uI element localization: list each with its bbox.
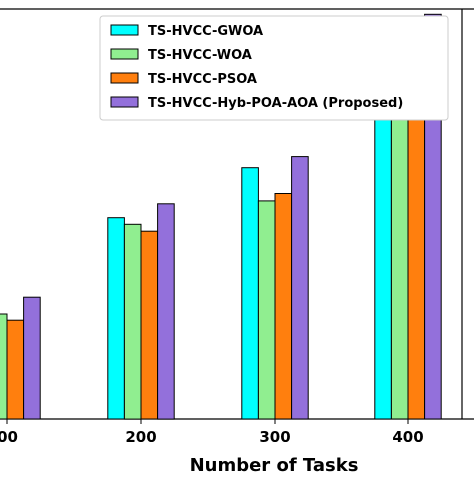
legend-label-3: TS-HVCC-PSOA xyxy=(148,72,257,87)
x-ticks: 00 200 300 400 xyxy=(0,419,424,446)
bar-1-200 xyxy=(107,217,125,420)
legend-swatch-4 xyxy=(110,96,139,108)
x-axis-title: Number of Tasks xyxy=(190,455,359,474)
x-tick-label: 300 xyxy=(259,428,290,446)
bar-4-300 xyxy=(291,156,309,420)
bar-2-400 xyxy=(390,75,409,420)
x-tick-label: 400 xyxy=(392,428,423,446)
legend-label-1: TS-HVCC-GWOA xyxy=(148,24,263,39)
legend-swatch-2 xyxy=(110,48,139,60)
bars xyxy=(0,13,442,420)
bar-4-200 xyxy=(157,203,175,420)
legend-label-4: TS-HVCC-Hyb-POA-AOA (Proposed) xyxy=(148,96,403,111)
bar-3-100 xyxy=(6,319,25,420)
bar-2-300 xyxy=(257,200,276,420)
legend-label-2: TS-HVCC-WOA xyxy=(148,48,252,63)
bar-4-100 xyxy=(23,296,41,420)
bar-1-300 xyxy=(241,167,259,420)
legend: TS-HVCC-GWOA TS-HVCC-WOA TS-HVCC-PSOA TS-HV… xyxy=(99,15,449,121)
bar-2-100 xyxy=(0,313,8,420)
bar-2-200 xyxy=(123,223,142,420)
x-tick-label: 200 xyxy=(125,428,156,446)
legend-box xyxy=(99,15,449,121)
x-tick-label: 00 xyxy=(0,428,18,446)
legend-swatch-3 xyxy=(110,72,139,84)
legend-swatch-1 xyxy=(110,24,139,36)
bar-3-200 xyxy=(140,230,159,420)
bar-3-300 xyxy=(274,193,293,420)
